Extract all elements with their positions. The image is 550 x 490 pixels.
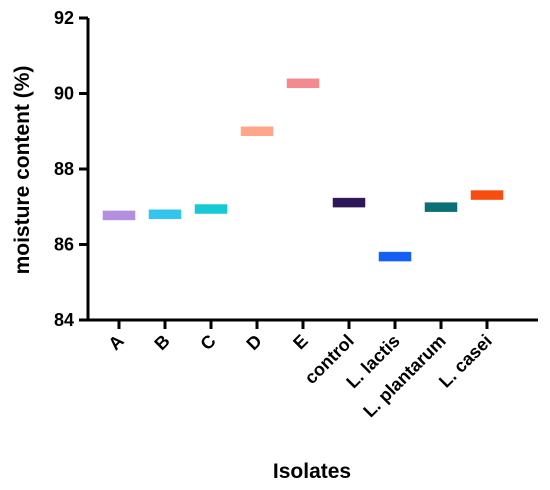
y-tick-label: 88 (54, 159, 74, 179)
data-point-l-plantarum (424, 202, 458, 212)
data-point-l-lactis (378, 251, 412, 262)
y-tick-label: 84 (54, 310, 74, 330)
data-point-d (240, 126, 274, 136)
y-tick-label: 86 (54, 235, 74, 255)
data-point-l-casei (470, 190, 504, 200)
data-point-b (148, 209, 182, 220)
x-axis-label: Isolates (273, 460, 351, 483)
x-tick-label: E (289, 331, 312, 354)
y-tick-label: 90 (54, 84, 74, 104)
x-tick-label: A (104, 331, 127, 354)
y-axis-label: moisture content (%) (11, 66, 34, 275)
x-tick-label: D (242, 331, 265, 354)
data-point-c (194, 204, 228, 214)
data-point-a (102, 210, 136, 221)
data-point-e (286, 78, 320, 89)
data-point-control (332, 197, 366, 208)
x-tick-label: C (196, 331, 219, 354)
y-tick-label: 92 (54, 8, 74, 28)
x-tick-label: B (150, 331, 173, 354)
